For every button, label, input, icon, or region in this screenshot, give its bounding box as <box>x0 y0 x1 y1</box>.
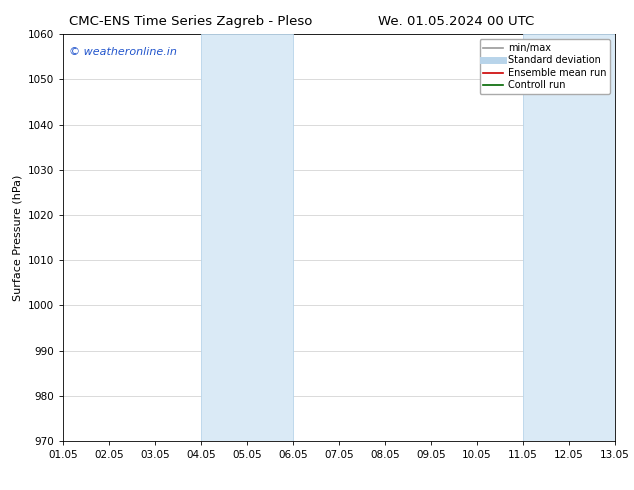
Text: CMC-ENS Time Series Zagreb - Pleso: CMC-ENS Time Series Zagreb - Pleso <box>68 15 312 28</box>
Y-axis label: Surface Pressure (hPa): Surface Pressure (hPa) <box>13 174 23 301</box>
Text: We. 01.05.2024 00 UTC: We. 01.05.2024 00 UTC <box>378 15 534 28</box>
Legend: min/max, Standard deviation, Ensemble mean run, Controll run: min/max, Standard deviation, Ensemble me… <box>479 39 610 94</box>
Bar <box>523 34 615 441</box>
Text: © weatheronline.in: © weatheronline.in <box>69 47 177 56</box>
Bar <box>202 34 293 441</box>
